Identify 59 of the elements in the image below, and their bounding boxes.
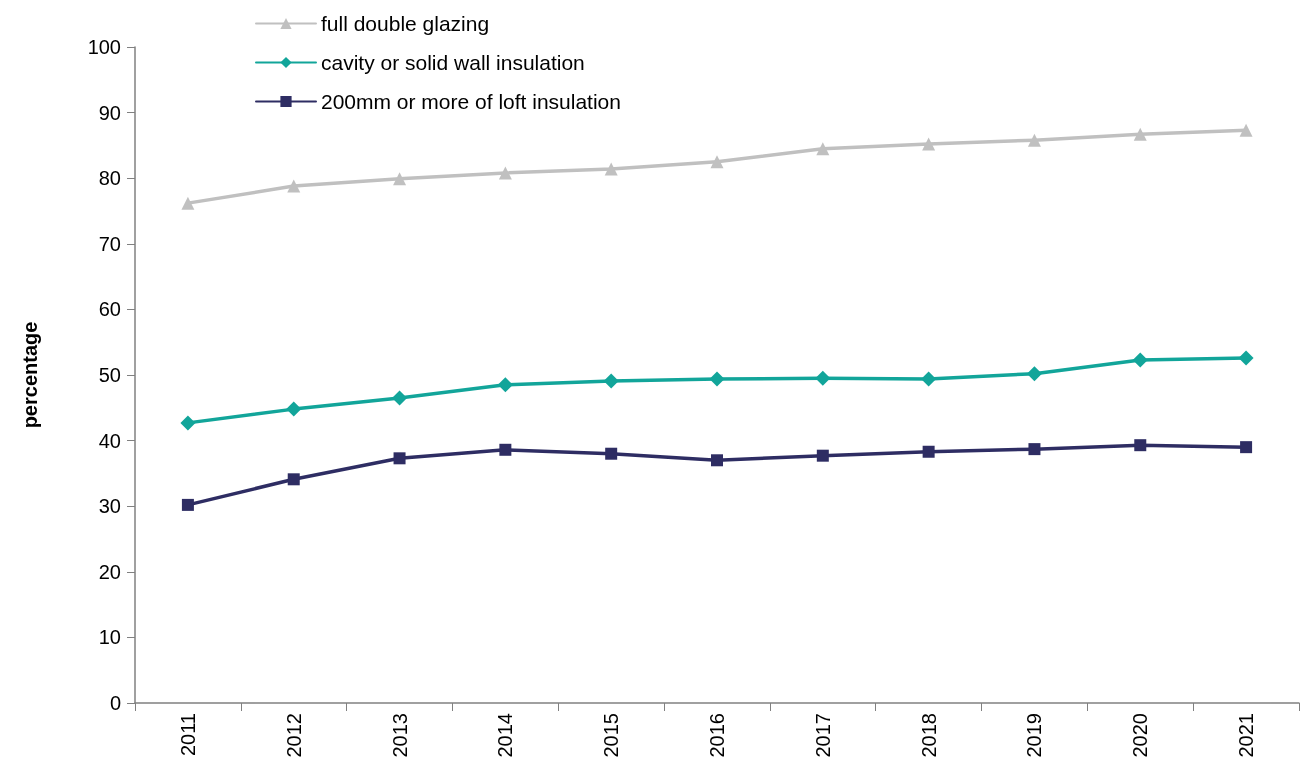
- point: [921, 371, 937, 387]
- point: [709, 371, 725, 387]
- y-tick-label: 0: [109, 692, 121, 714]
- point: [922, 445, 935, 458]
- point: [1028, 443, 1041, 456]
- point: [604, 162, 618, 176]
- x-tick-label: 2020: [1129, 713, 1152, 758]
- y-tick-label: 10: [98, 626, 121, 649]
- point: [816, 142, 830, 156]
- y-tick-label: 80: [98, 167, 121, 190]
- point: [287, 179, 301, 193]
- x-tick-label: 2017: [811, 713, 834, 758]
- point: [181, 196, 195, 210]
- y-axis-title: percentage: [19, 321, 41, 429]
- x-tick-label: 2014: [494, 713, 517, 758]
- point: [181, 498, 194, 511]
- point: [1026, 366, 1042, 382]
- y-tick-label: 100: [87, 36, 121, 58]
- legend-label: cavity or solid wall insulation: [321, 51, 585, 74]
- x-tick-label: 2011: [176, 713, 199, 757]
- point: [1238, 350, 1254, 366]
- legend-label: full double glazing: [321, 12, 490, 35]
- y-tick-label: 60: [98, 298, 121, 321]
- point: [711, 454, 723, 467]
- point: [1133, 127, 1147, 141]
- x-tick-label: 2015: [600, 713, 623, 758]
- y-tick-label: 50: [98, 364, 121, 386]
- point: [393, 172, 407, 186]
- x-tick-label: 2018: [917, 713, 940, 758]
- y-tick-label: 40: [98, 429, 121, 452]
- y-tick-label: 70: [98, 232, 121, 255]
- x-tick-label: 2021: [1235, 713, 1258, 758]
- point: [180, 415, 196, 431]
- point: [499, 443, 512, 456]
- point: [498, 166, 512, 180]
- point: [603, 373, 619, 389]
- point: [922, 137, 936, 151]
- point: [393, 452, 406, 465]
- point: [1239, 123, 1253, 137]
- point: [815, 370, 831, 386]
- point: [497, 377, 513, 393]
- y-tick-label: 90: [98, 101, 121, 124]
- legend-label: 200mm or more of loft insulation: [321, 90, 621, 113]
- y-tick-label: 30: [98, 495, 121, 518]
- x-tick-label: 2016: [706, 713, 728, 758]
- x-tick-label: 2019: [1023, 713, 1046, 758]
- point: [286, 401, 302, 417]
- point: [816, 449, 829, 462]
- x-tick-label: 2012: [282, 713, 305, 758]
- point: [605, 447, 618, 460]
- point: [1134, 439, 1147, 452]
- point: [392, 390, 408, 406]
- point: [1240, 441, 1253, 454]
- point: [287, 473, 300, 486]
- point: [1132, 352, 1148, 368]
- point: [710, 155, 724, 169]
- point: [1027, 133, 1041, 147]
- x-tick-label: 2013: [388, 713, 411, 758]
- y-tick-label: 20: [98, 560, 121, 583]
